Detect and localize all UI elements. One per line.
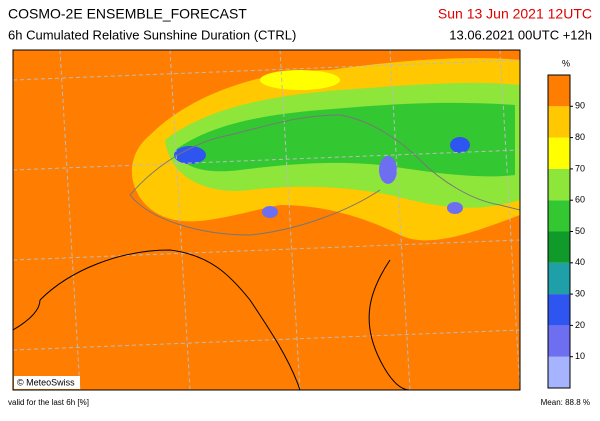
graticule <box>13 50 520 390</box>
colorbar-band <box>548 75 570 107</box>
colorbar-band <box>548 325 570 357</box>
colorbar-tick-label: 80 <box>575 132 585 142</box>
field <box>175 102 515 177</box>
colorbar-band <box>548 262 570 295</box>
credit-box <box>14 376 80 389</box>
colorbar-tick-label: 70 <box>575 163 585 173</box>
colorbar-tick-label: 30 <box>575 288 585 298</box>
borders <box>129 114 520 236</box>
run: 13.06.2021 00UTC +12h <box>449 27 592 42</box>
colorbar-tick-label: 20 <box>575 320 585 330</box>
subtitle: 6h Cumulated Relative Sunshine Duration … <box>8 27 296 42</box>
colorbar-unit: % <box>562 58 570 68</box>
colorbar-band <box>548 231 570 263</box>
footer-mean: Mean: 88.8 % <box>541 398 590 407</box>
colorbar-tick-label: 10 <box>575 351 585 361</box>
map: © MeteoSwiss <box>12 49 521 391</box>
valid-date: Sun 13 Jun 2021 12UTC <box>438 6 592 22</box>
field <box>450 137 470 153</box>
field <box>262 206 278 218</box>
colorbar-band <box>548 200 570 232</box>
colorbar-tick-label: 40 <box>575 257 585 267</box>
colorbar-tick-label: 90 <box>575 101 585 111</box>
field <box>379 156 397 184</box>
coast <box>13 249 411 390</box>
colorbar-tick-label: 60 <box>575 195 585 205</box>
map-frame <box>12 49 521 391</box>
colorbar-band <box>548 356 570 388</box>
colorbar-band <box>548 137 570 169</box>
colorbar-tick-label: 50 <box>575 226 585 236</box>
credit: © MeteoSwiss <box>17 377 75 387</box>
footer-note: valid for the last 6h [%] <box>8 398 89 407</box>
colorbar-band <box>548 168 570 201</box>
field <box>447 202 463 214</box>
colorbar: % 10 20 30 40 50 60 70 80 90 <box>547 58 585 389</box>
field <box>260 70 340 90</box>
field <box>174 146 206 164</box>
colorbar-band <box>548 106 570 138</box>
colorbar-band <box>548 294 570 326</box>
title: COSMO-2E ENSEMBLE_FORECAST <box>8 6 247 22</box>
